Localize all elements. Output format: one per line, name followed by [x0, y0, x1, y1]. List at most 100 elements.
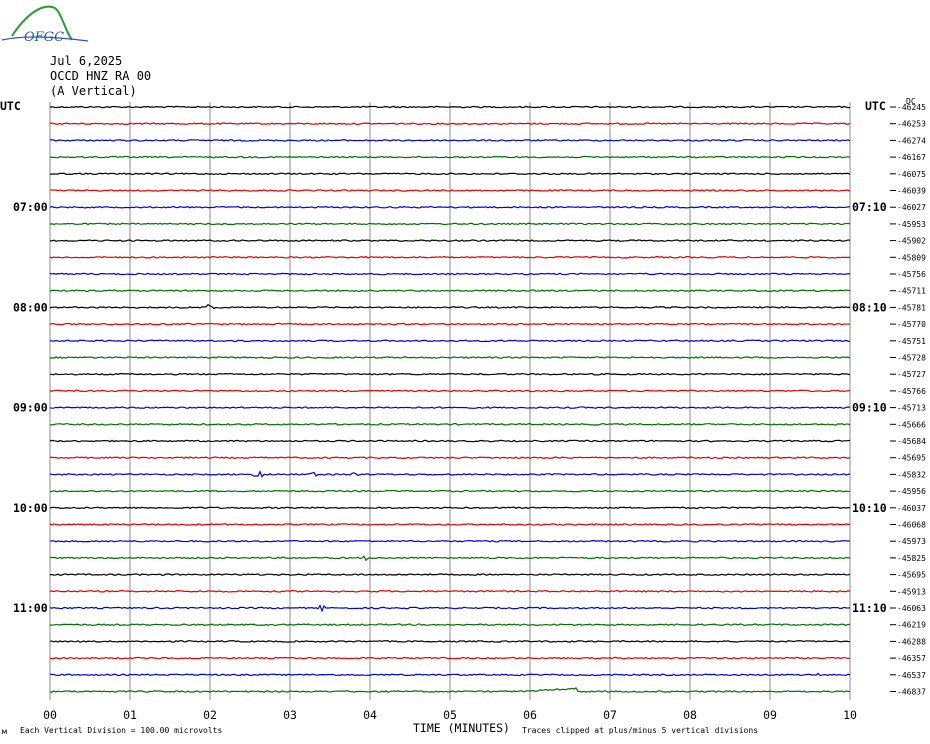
trace-19 — [49, 406, 851, 409]
trace-35 — [49, 672, 851, 677]
x-tick-label: 10 — [843, 708, 857, 722]
x-tick-labels: 00 01 02 03 04 05 06 07 08 09 10 — [43, 708, 857, 722]
trace-offset-label: -45913 — [897, 587, 926, 596]
header-station: OCCD HNZ RA 00 — [50, 69, 151, 83]
trace-31 — [49, 604, 851, 613]
trace-offset-labels: -46245 -46253 -46274 -46167 -46075 -46039 -460… — [890, 103, 926, 697]
trace-27 — [49, 539, 851, 543]
right-time-tick: 07:10 — [852, 200, 887, 214]
trace-33 — [49, 640, 851, 643]
trace-offset-label: -46219 — [897, 621, 926, 630]
x-tick-label: 00 — [43, 708, 57, 722]
trace-offset-label: -46837 — [897, 688, 926, 697]
trace-offset-label: -46063 — [897, 604, 926, 613]
trace-offset-label: -46288 — [897, 637, 926, 646]
trace-offset-label: -46253 — [897, 120, 926, 129]
trace-21 — [49, 439, 851, 443]
trace-offset-label: -46075 — [897, 170, 926, 179]
trace-offset-label: -46037 — [897, 504, 926, 513]
trace-5 — [49, 172, 851, 176]
header-date: Jul 6,2025 — [50, 54, 122, 68]
trace-offset-label: -45695 — [897, 454, 926, 463]
right-time-tick: 08:10 — [852, 300, 887, 314]
left-time-tick: 10:00 — [13, 501, 48, 515]
x-tick-label: 02 — [203, 708, 217, 722]
trace-offset-label: -46357 — [897, 654, 926, 663]
x-tick-label: 08 — [683, 708, 697, 722]
right-time-tick: 10:10 — [852, 501, 887, 515]
trace-11 — [49, 272, 851, 276]
logo-text: OFGC — [24, 30, 64, 45]
clip-note: Traces clipped at plus/minus 5 vertical … — [522, 726, 758, 735]
trace-offset-label: -45727 — [897, 370, 926, 379]
trace-offset-label: -46027 — [897, 203, 926, 212]
ofgc-logo: OFGC — [1, 5, 89, 45]
trace-36 — [49, 687, 851, 693]
logo-swoosh-icon — [11, 5, 73, 41]
dc-label: DC — [906, 97, 916, 106]
trace-offset-label: -45832 — [897, 470, 926, 479]
logo-underline-icon — [1, 36, 89, 42]
trace-18 — [49, 389, 851, 393]
trace-offset-label: -46068 — [897, 521, 926, 530]
x-tick-label: 06 — [523, 708, 537, 722]
traces — [49, 105, 851, 693]
trace-offset-label: -45825 — [897, 554, 926, 563]
trace-23 — [49, 470, 851, 478]
trace-32 — [49, 623, 851, 627]
right-time-tick: 09:10 — [852, 401, 887, 415]
trace-24 — [49, 489, 851, 493]
trace-17 — [49, 372, 851, 376]
trace-29 — [49, 573, 851, 576]
x-axis-title: TIME (MINUTES) — [413, 721, 510, 735]
trace-2 — [49, 122, 851, 126]
trace-15 — [49, 339, 851, 343]
trace-8 — [49, 222, 851, 226]
trace-14 — [49, 322, 851, 326]
x-tick-label: 04 — [363, 708, 377, 722]
trace-offset-label: -46245 — [897, 103, 926, 112]
trace-offset-label: -45695 — [897, 571, 926, 580]
trace-10 — [49, 255, 851, 259]
vertical-division-note: Each Vertical Division = 100.00 microvol… — [20, 726, 222, 735]
trace-offset-label: -45973 — [897, 537, 926, 546]
trace-offset-label: -45711 — [897, 287, 926, 296]
left-time-tick: 08:00 — [13, 300, 48, 314]
right-time-ticks: 07:10 08:10 09:10 10:10 11:10 — [852, 200, 887, 615]
trace-offset-label: -45751 — [897, 337, 926, 346]
right-axis-label: UTC — [865, 99, 886, 113]
trace-30 — [49, 589, 851, 593]
trace-28 — [49, 555, 850, 562]
left-time-tick: 07:00 — [13, 200, 48, 214]
trace-offset-label: -46039 — [897, 187, 926, 196]
trace-offset-label: -45956 — [897, 487, 926, 496]
trace-offset-label: -45728 — [897, 354, 926, 363]
trace-16 — [49, 356, 851, 359]
grid — [49, 102, 851, 700]
trace-13 — [49, 304, 851, 310]
trace-offset-label: -45766 — [897, 387, 926, 396]
right-time-tick: 11:10 — [852, 601, 887, 615]
left-time-tick: 09:00 — [13, 401, 48, 415]
footer-corner-mark: м — [2, 727, 7, 736]
trace-1 — [49, 105, 851, 109]
trace-3 — [49, 139, 851, 142]
x-tick-label: 07 — [603, 708, 617, 722]
trace-4 — [49, 155, 851, 159]
trace-offset-label: -45756 — [897, 270, 926, 279]
trace-offset-label: -45770 — [897, 320, 926, 329]
x-tick-label: 09 — [763, 708, 777, 722]
x-tick-label: 05 — [443, 708, 457, 722]
trace-offset-label: -45713 — [897, 404, 926, 413]
trace-offset-label: -45809 — [897, 253, 926, 262]
x-tick-label: 03 — [283, 708, 297, 722]
trace-9 — [49, 239, 851, 242]
trace-offset-label: -45781 — [897, 303, 926, 312]
trace-26 — [49, 523, 851, 526]
trace-offset-label: -45953 — [897, 220, 926, 229]
trace-34 — [49, 656, 851, 660]
trace-offset-label: -45684 — [897, 437, 926, 446]
trace-25 — [49, 506, 851, 510]
trace-offset-label: -46537 — [897, 671, 926, 680]
trace-offset-label: -45666 — [897, 420, 926, 429]
